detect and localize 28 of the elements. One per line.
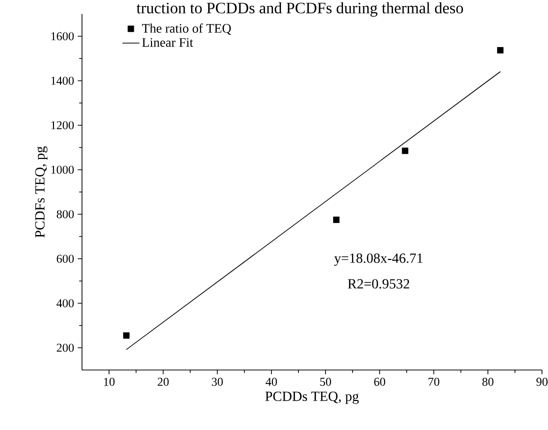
x-tick-label: 60 <box>374 378 386 386</box>
x-tick-label: 10 <box>104 378 115 386</box>
y-tick-label: 400 <box>56 299 74 308</box>
annotation: y=18.08x-46.71 <box>334 253 422 266</box>
legend-label: The ratio of TEQ <box>142 24 232 35</box>
y-tick-label: 1600 <box>51 32 74 40</box>
y-tick-label: 1200 <box>51 121 74 130</box>
x-tick-label: 50 <box>320 378 332 386</box>
y-tick-label: 1000 <box>51 166 74 174</box>
point <box>497 47 504 54</box>
y-tick-label: 1400 <box>51 76 74 85</box>
y-axis-title: PCDFs TEQ, pg <box>35 146 48 238</box>
y-tick-label: 600 <box>56 254 74 263</box>
x-tick-label: 80 <box>482 378 494 386</box>
point <box>123 332 130 339</box>
x-tick-label: 30 <box>212 378 223 386</box>
y-tick-label: 200 <box>56 344 74 352</box>
x-tick-label: 90 <box>536 378 548 386</box>
y-tick-label: 800 <box>56 210 74 218</box>
x-tick-label: 20 <box>158 378 169 386</box>
annotation: R2=0.9532 <box>348 279 410 289</box>
x-tick-label: 70 <box>428 378 440 386</box>
x-tick-label: 40 <box>266 378 277 386</box>
point <box>333 216 340 223</box>
x-axis-title: PCDDs TEQ, pg <box>265 392 359 404</box>
chart-title: truction to PCDDs and PCDFs during thermal deso <box>136 2 464 17</box>
point <box>402 148 408 154</box>
legend-label: Linear Fit <box>142 38 194 47</box>
